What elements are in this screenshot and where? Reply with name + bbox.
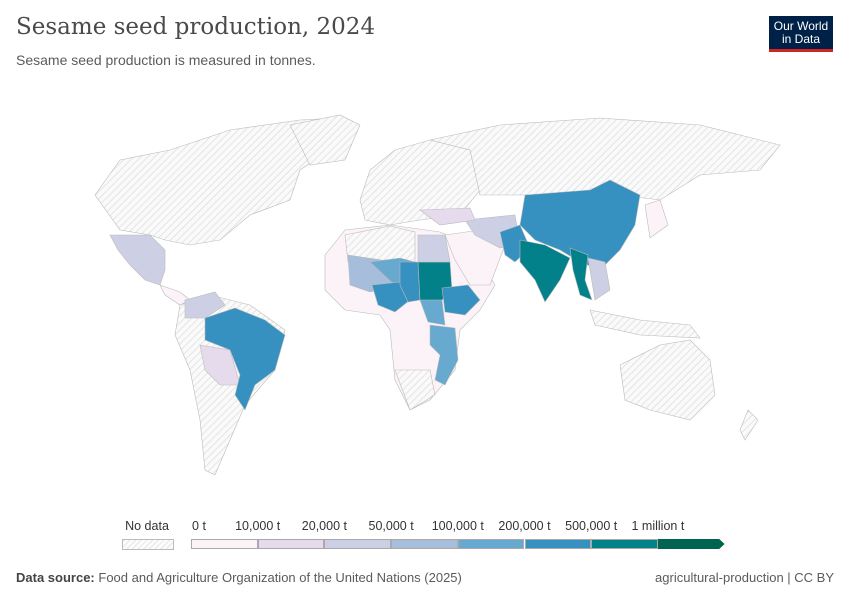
legend-tick-label: 100,000 t xyxy=(431,519,484,533)
venezuela-colombia[interactable] xyxy=(184,291,226,319)
legend-tick-label: 200,000 t xyxy=(498,519,551,533)
legend-tick-label: 50,000 t xyxy=(368,519,414,533)
legend-bin[interactable] xyxy=(457,539,525,549)
legend-no-data-label: No data xyxy=(125,519,169,533)
southern-africa[interactable] xyxy=(394,369,436,411)
new-zealand[interactable] xyxy=(739,409,759,441)
tanzania-mozambique[interactable] xyxy=(429,324,459,386)
brazil[interactable] xyxy=(204,307,286,411)
china[interactable] xyxy=(519,179,641,271)
australia[interactable] xyxy=(619,339,716,421)
mexico[interactable] xyxy=(109,234,166,286)
data-source: Data source: Food and Agriculture Organi… xyxy=(16,570,462,585)
legend-tick-label: 500,000 t xyxy=(565,519,618,533)
chart-slug-license[interactable]: agricultural-production | CC BY xyxy=(655,570,834,585)
legend-bin[interactable] xyxy=(257,539,325,549)
legend-bin[interactable] xyxy=(657,539,725,549)
chad[interactable] xyxy=(399,261,421,303)
source-label: Data source: xyxy=(16,570,95,585)
legend-tick-label: 0 t xyxy=(192,519,206,533)
chart-title: Sesame seed production, 2024 xyxy=(16,14,376,40)
greenland[interactable] xyxy=(289,114,361,166)
india[interactable] xyxy=(519,239,571,303)
central-asia[interactable] xyxy=(419,207,476,226)
north-america[interactable] xyxy=(94,117,341,246)
legend-bin[interactable] xyxy=(524,539,592,549)
bolivia-paraguay[interactable] xyxy=(199,344,241,386)
legend-bin[interactable] xyxy=(391,539,458,549)
nigeria[interactable] xyxy=(371,281,411,313)
world-map[interactable] xyxy=(0,100,850,510)
egypt[interactable] xyxy=(417,234,451,263)
legend-tick-label: 10,000 t xyxy=(235,519,281,533)
myanmar[interactable] xyxy=(569,247,593,301)
legend-no-data-swatch[interactable] xyxy=(122,539,174,550)
japan-korea[interactable] xyxy=(644,199,669,239)
legend-bin[interactable] xyxy=(191,539,258,549)
indonesia[interactable] xyxy=(589,309,701,339)
southeast-asia[interactable] xyxy=(587,257,611,301)
source-text[interactable]: Food and Agriculture Organization of the… xyxy=(98,570,462,585)
owid-logo[interactable]: Our World in Data xyxy=(769,16,833,52)
chart-subtitle: Sesame seed production is measured in to… xyxy=(16,52,316,68)
legend-tick-label: 20,000 t xyxy=(301,519,347,533)
ethiopia[interactable] xyxy=(441,284,481,316)
russia[interactable] xyxy=(429,117,781,201)
legend-tick-label: 1 million t xyxy=(631,519,685,533)
south-sudan-uganda[interactable] xyxy=(419,299,446,326)
legend-bin[interactable] xyxy=(324,539,392,549)
legend-bin[interactable] xyxy=(591,539,658,549)
